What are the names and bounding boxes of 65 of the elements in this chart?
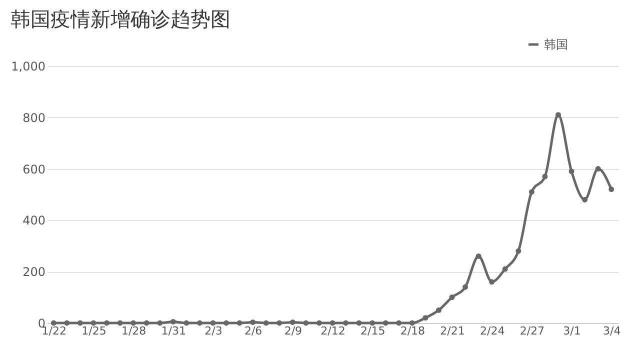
point [77, 320, 83, 326]
point [184, 320, 190, 326]
point [608, 186, 614, 192]
x-tick-label: 2/24 [480, 324, 505, 338]
point [64, 320, 70, 326]
point [196, 320, 202, 326]
point [210, 320, 216, 326]
x-tick-label: 2/9 [284, 324, 302, 338]
point [90, 320, 96, 326]
point [50, 320, 56, 326]
point [462, 284, 468, 290]
y-tick-label: 200 [22, 265, 46, 280]
point [343, 320, 349, 326]
point [356, 320, 362, 326]
point [157, 320, 163, 326]
point [250, 319, 256, 325]
point [117, 320, 123, 326]
legend-label: 韩国 [544, 38, 568, 52]
point [516, 248, 522, 254]
point [556, 112, 561, 118]
point [144, 320, 150, 326]
point [224, 320, 230, 326]
point [542, 174, 548, 180]
x-tick-label: 2/15 [360, 324, 386, 338]
point [396, 320, 402, 326]
point [276, 320, 282, 326]
x-tick-label: 3/1 [563, 324, 581, 338]
point [370, 320, 376, 326]
x-tick-label: 3/4 [603, 324, 621, 338]
point [303, 320, 309, 326]
point [568, 168, 574, 174]
x-tick-label: 1/25 [82, 324, 106, 338]
point [330, 320, 336, 326]
point [449, 294, 455, 300]
x-tick-label: 2/3 [204, 324, 222, 338]
y-tick-label: 800 [22, 110, 46, 125]
point [476, 253, 482, 259]
point [528, 189, 534, 195]
x-tick-label: 1/28 [121, 324, 146, 338]
x-tick-label: 2/21 [440, 324, 465, 338]
point [382, 320, 388, 326]
point [316, 320, 322, 326]
point [422, 315, 428, 321]
x-tick-label: 2/6 [244, 324, 262, 338]
point [290, 319, 296, 325]
point [263, 320, 269, 326]
point [582, 196, 588, 202]
x-tick-label: 2/27 [520, 324, 545, 338]
point [130, 320, 136, 326]
point [489, 279, 495, 285]
y-tick-label: 400 [22, 214, 46, 228]
x-tick-label: 1/31 [161, 324, 186, 338]
point [502, 266, 508, 272]
point [595, 166, 601, 172]
point [436, 307, 442, 313]
x-tick-label: 2/12 [320, 324, 346, 338]
point [104, 320, 110, 326]
y-tick-label: 600 [22, 162, 46, 176]
point [236, 320, 242, 326]
point [170, 318, 176, 324]
y-tick-label: 1,000 [11, 60, 46, 74]
point [409, 320, 415, 326]
y-tick-label: 0 [38, 316, 46, 330]
x-tick-label: 2/18 [400, 324, 426, 338]
chart-title: 韩国疫情新增确诊趋势图 [10, 7, 231, 31]
